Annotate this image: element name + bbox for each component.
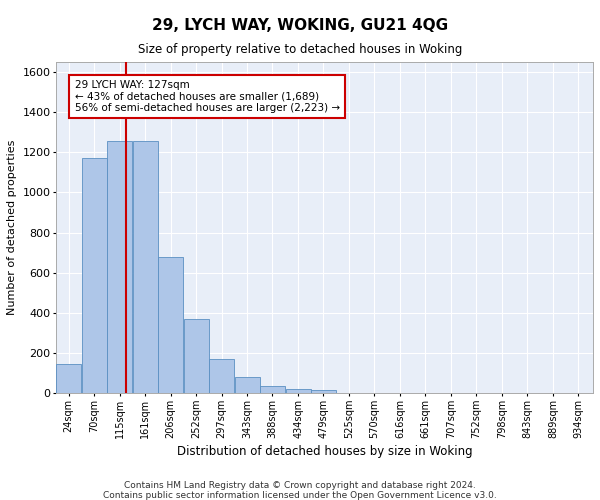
Bar (260, 386, 285, 393)
Text: Contains HM Land Registry data © Crown copyright and database right 2024.: Contains HM Land Registry data © Crown c… (124, 481, 476, 490)
Text: 29 LYCH WAY: 127sqm
← 43% of detached houses are smaller (1,689)
56% of semi-det: 29 LYCH WAY: 127sqm ← 43% of detached ho… (74, 80, 340, 113)
Bar (286, 388, 311, 393)
Bar (311, 390, 336, 393)
Bar (209, 359, 234, 393)
Bar (56, 364, 81, 393)
Bar (184, 319, 209, 393)
Bar (82, 158, 107, 393)
Bar (235, 377, 260, 393)
X-axis label: Distribution of detached houses by size in Woking: Distribution of detached houses by size … (177, 445, 472, 458)
Bar (158, 256, 183, 393)
Bar (107, 141, 132, 393)
Y-axis label: Number of detached properties: Number of detached properties (7, 140, 17, 315)
Text: Size of property relative to detached houses in Woking: Size of property relative to detached ho… (138, 42, 462, 56)
Text: Contains public sector information licensed under the Open Government Licence v3: Contains public sector information licen… (103, 491, 497, 500)
Bar (133, 141, 158, 393)
Text: 29, LYCH WAY, WOKING, GU21 4QG: 29, LYCH WAY, WOKING, GU21 4QG (152, 18, 448, 32)
